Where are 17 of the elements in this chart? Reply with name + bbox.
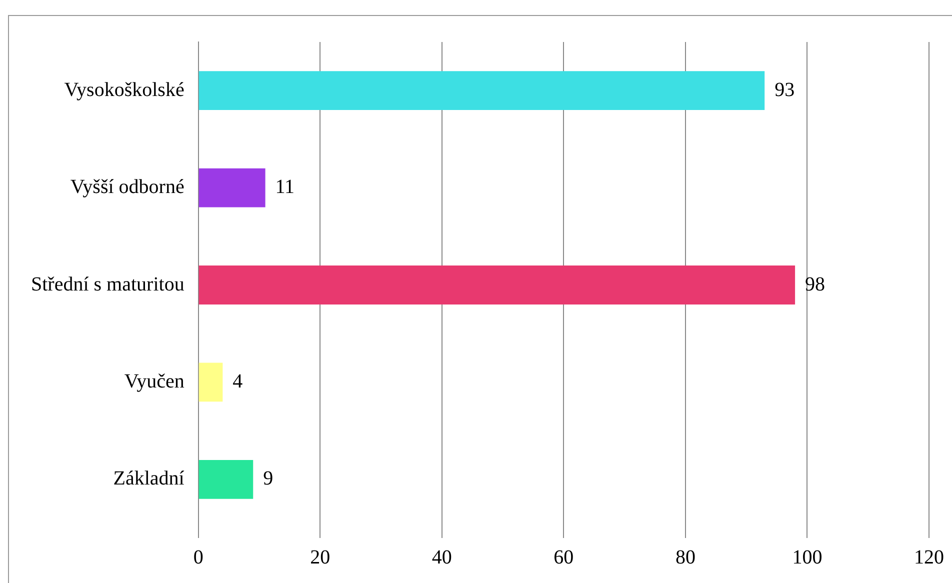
y-tick-label: Vyučen <box>124 370 184 392</box>
x-tick-label: 40 <box>432 546 452 568</box>
data-label: 98 <box>805 273 826 296</box>
x-tick-label: 20 <box>310 546 330 568</box>
data-label: 4 <box>232 370 243 392</box>
data-label: 9 <box>263 468 274 490</box>
x-tick-label: 0 <box>193 546 204 568</box>
y-tick-label: Vyšší odborné <box>70 176 184 198</box>
x-tick-label: 60 <box>554 546 574 568</box>
data-label: 93 <box>774 78 795 101</box>
data-label: 11 <box>275 176 295 198</box>
x-tick-label: 100 <box>792 546 822 568</box>
x-tick-label: 80 <box>675 546 696 568</box>
y-tick-label: Střední s maturitou <box>30 273 184 296</box>
y-tick-label: Základní <box>113 468 185 490</box>
x-tick-label: 120 <box>914 546 944 568</box>
y-tick-label: Vysokoškolské <box>64 78 184 101</box>
